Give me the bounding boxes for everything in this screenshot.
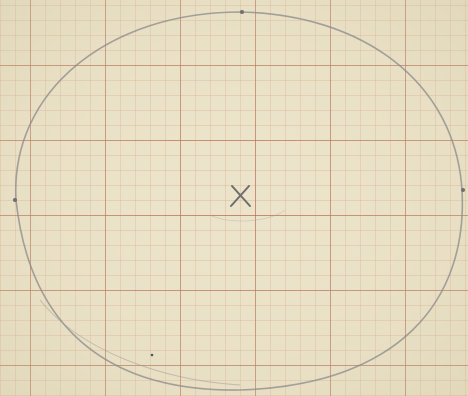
pencil-stroke [209,209,286,222]
pencil-dot [240,10,244,14]
center-x-mark [230,185,251,207]
x-stroke [230,185,250,207]
pencil-dot [461,188,465,192]
pencil-ellipse [15,11,464,391]
pencil-dot [150,353,154,357]
pencil-dot [13,198,17,202]
pencil-stroke [39,299,241,386]
